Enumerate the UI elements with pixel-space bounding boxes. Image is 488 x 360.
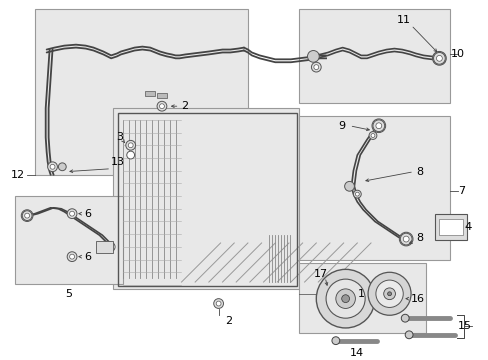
Circle shape <box>67 252 77 261</box>
Bar <box>298 262 425 333</box>
Circle shape <box>105 242 115 252</box>
Circle shape <box>371 119 385 132</box>
Text: 13: 13 <box>111 157 125 167</box>
Bar <box>16 196 122 284</box>
Circle shape <box>307 50 319 62</box>
Circle shape <box>405 331 412 339</box>
Circle shape <box>213 299 223 309</box>
Circle shape <box>436 55 442 61</box>
Text: 10: 10 <box>450 49 464 59</box>
Circle shape <box>24 213 29 218</box>
Circle shape <box>157 101 166 111</box>
Circle shape <box>368 132 376 139</box>
Circle shape <box>58 163 66 171</box>
Circle shape <box>399 232 412 246</box>
Text: 11: 11 <box>396 15 409 25</box>
Circle shape <box>341 295 349 302</box>
Bar <box>113 108 298 289</box>
Text: 2: 2 <box>224 316 231 326</box>
Circle shape <box>69 211 74 216</box>
Circle shape <box>367 272 410 315</box>
Text: 4: 4 <box>464 222 470 232</box>
Bar <box>35 9 247 175</box>
Circle shape <box>355 192 359 196</box>
Text: 17: 17 <box>313 269 327 279</box>
Circle shape <box>335 289 355 309</box>
Text: 8: 8 <box>415 233 422 243</box>
Circle shape <box>375 123 381 129</box>
Text: 2: 2 <box>181 101 188 111</box>
Circle shape <box>344 181 354 191</box>
Circle shape <box>159 104 164 109</box>
Text: 15: 15 <box>457 321 470 331</box>
Text: 5: 5 <box>65 289 73 299</box>
Bar <box>145 91 155 96</box>
Circle shape <box>432 51 446 65</box>
Text: 1: 1 <box>357 289 364 299</box>
Bar <box>157 93 166 98</box>
Circle shape <box>69 254 74 259</box>
Bar <box>95 241 113 253</box>
Circle shape <box>128 143 133 148</box>
Circle shape <box>372 120 384 132</box>
Circle shape <box>50 164 55 169</box>
Circle shape <box>325 279 365 318</box>
Circle shape <box>125 140 135 150</box>
Circle shape <box>383 288 395 300</box>
Bar <box>435 214 466 240</box>
Circle shape <box>403 236 408 242</box>
Text: 6: 6 <box>83 252 91 262</box>
Circle shape <box>370 134 374 138</box>
Circle shape <box>67 209 77 219</box>
Text: 12: 12 <box>11 170 25 180</box>
Bar <box>298 116 449 260</box>
Text: 16: 16 <box>410 294 424 303</box>
Circle shape <box>353 190 361 198</box>
Circle shape <box>387 292 391 296</box>
Circle shape <box>433 53 445 64</box>
Circle shape <box>316 269 374 328</box>
Text: 7: 7 <box>457 186 464 196</box>
Circle shape <box>22 211 32 221</box>
Text: 8: 8 <box>415 167 422 177</box>
Circle shape <box>47 162 57 172</box>
Circle shape <box>375 280 403 307</box>
Text: 3: 3 <box>116 132 122 143</box>
Text: 6: 6 <box>83 209 91 219</box>
Bar <box>298 9 449 103</box>
Circle shape <box>400 233 411 245</box>
Text: 14: 14 <box>349 348 364 359</box>
Circle shape <box>313 65 318 69</box>
Bar <box>118 113 296 286</box>
Text: 9: 9 <box>337 121 344 131</box>
Circle shape <box>126 151 134 159</box>
Bar <box>439 219 462 235</box>
Circle shape <box>21 210 33 221</box>
Circle shape <box>401 314 408 322</box>
Circle shape <box>216 301 221 306</box>
Circle shape <box>311 62 321 72</box>
Circle shape <box>331 337 339 345</box>
